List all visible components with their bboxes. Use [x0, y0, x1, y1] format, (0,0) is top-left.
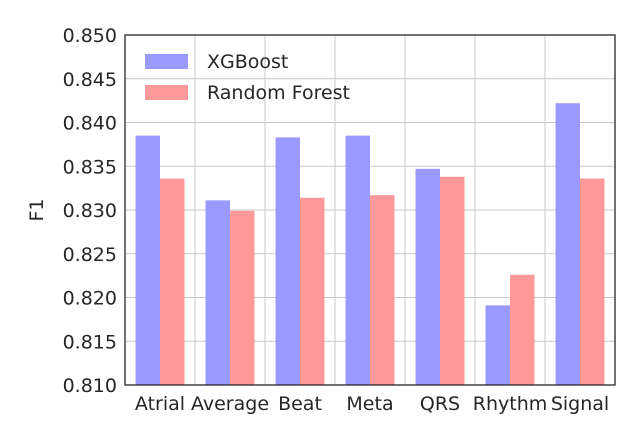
y-axis-ticks: 0.810 0.815 0.820 0.825 0.830 0.835 0.840 0.845…: [63, 25, 117, 397]
plot-frame: [124, 34, 616, 386]
legend-label: XGBoost: [207, 51, 288, 73]
bar-xgboost-meta: [345, 135, 370, 385]
bar-random-forest-atrial: [160, 178, 185, 385]
y-tick-label: 0.830: [63, 200, 117, 222]
y-axis-label: F1: [26, 198, 48, 221]
y-tick-label: 0.840: [63, 113, 117, 135]
y-tick-label: 0.820: [63, 288, 117, 310]
x-tick-label: Signal: [551, 393, 609, 415]
bar-xgboost-average: [205, 200, 230, 385]
legend-label: Random Forest: [207, 82, 350, 104]
y-tick-label: 0.835: [63, 156, 117, 178]
bar-xgboost-beat: [275, 137, 300, 385]
legend: XGBoost Random Forest: [145, 51, 350, 104]
bar-random-forest-meta: [370, 195, 395, 385]
legend-swatch: [145, 85, 188, 100]
bar-random-forest-average: [230, 210, 255, 385]
bars: [135, 103, 605, 385]
x-tick-label: Rhythm: [473, 393, 548, 415]
x-tick-label: Atrial: [135, 393, 185, 415]
x-tick-label: Beat: [278, 393, 322, 415]
bar-xgboost-qrs: [415, 168, 440, 385]
bar-random-forest-signal: [580, 178, 605, 385]
x-tick-label: Average: [191, 393, 269, 415]
x-axis-ticks: Atrial Average Beat Meta QRS Rhythm Signal: [135, 393, 609, 415]
x-tick-label: QRS: [420, 393, 460, 415]
bar-random-forest-qrs: [440, 176, 465, 385]
bar-xgboost-atrial: [135, 135, 160, 385]
y-tick-label: 0.825: [63, 244, 117, 266]
bar-random-forest-rhythm: [510, 274, 535, 385]
x-tick-label: Meta: [346, 393, 393, 415]
y-tick-label: 0.810: [63, 375, 117, 397]
legend-swatch: [145, 54, 188, 69]
bar-xgboost-signal: [555, 103, 580, 385]
bar-random-forest-beat: [300, 197, 325, 385]
bar-xgboost-rhythm: [485, 305, 510, 385]
y-tick-label: 0.815: [63, 331, 117, 353]
y-tick-label: 0.850: [63, 25, 117, 47]
y-tick-label: 0.845: [63, 69, 117, 91]
